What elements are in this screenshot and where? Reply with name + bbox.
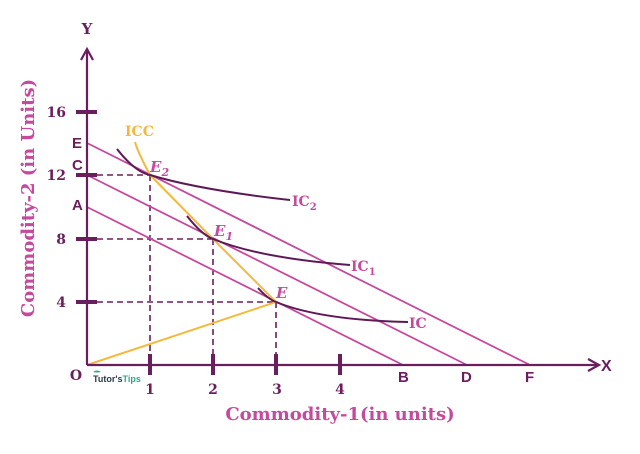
point-e-label: E [275, 284, 288, 302]
logo-leaf-icon [93, 370, 101, 373]
ic-label: IC [409, 316, 427, 332]
ic1-label: IC1 [351, 259, 376, 278]
y-axis-arrow [80, 46, 94, 61]
x-tick-label-2: 2 [208, 382, 218, 398]
origin-label: O [70, 368, 82, 384]
svg-text:Tutor'sTips: Tutor'sTips [93, 374, 141, 384]
ic1-base: IC [351, 259, 369, 275]
ic2-label: IC2 [292, 194, 317, 213]
budget-lines [86, 142, 531, 366]
tutors-tips-logo: Tutor'sTips [93, 370, 141, 384]
y-tick-label-8: 8 [56, 232, 66, 248]
ic-curve [257, 287, 409, 323]
dashed-guides [87, 174, 277, 365]
x-ticks [148, 354, 342, 375]
logo-part2: Tips [122, 374, 140, 384]
intercept-d: D [461, 369, 472, 386]
point-e1-sub: 1 [225, 230, 233, 243]
point-e1-base: E [213, 222, 226, 240]
ic1-curve [186, 215, 351, 266]
axes [80, 46, 602, 372]
y-ticks [76, 110, 97, 304]
x-tick-label-4: 4 [335, 382, 345, 398]
y-tick-label-12: 12 [47, 168, 66, 184]
budget-line-cd [86, 174, 468, 366]
ic1-sub: 1 [369, 267, 376, 278]
indifference-curves [116, 148, 409, 323]
logo-part1: Tutor's [93, 374, 122, 384]
point-e2-label: E2 [149, 158, 169, 179]
budget-line-ef [86, 142, 531, 366]
y-axis-title: Commodity-2 (in Units) [18, 79, 39, 317]
x-tick-label-3: 3 [272, 382, 282, 398]
icc-curve [86, 141, 278, 366]
intercept-a: A [72, 197, 83, 214]
intercept-c: C [72, 157, 83, 174]
budget-line-ab [86, 206, 404, 366]
icc-label: ICC [125, 124, 154, 140]
intercept-f: F [525, 369, 534, 386]
point-e2-sub: 2 [160, 166, 169, 179]
point-e2-base: E [149, 158, 162, 176]
y-tick-label-16: 16 [47, 105, 66, 121]
x-tick-label-1: 1 [145, 382, 155, 398]
x-axis-letter: X [601, 358, 612, 375]
y-axis-letter: Y [81, 20, 93, 38]
y-tick-label-4: 4 [56, 295, 66, 311]
ic2-sub: 2 [310, 202, 317, 213]
ic2-curve [116, 148, 291, 201]
intercept-e: E [72, 135, 82, 152]
point-e1-label: E1 [213, 222, 233, 243]
x-axis-title: Commodity-1(in units) [225, 404, 454, 425]
x-axis-arrow [587, 358, 602, 372]
ic2-base: IC [292, 194, 310, 210]
intercept-b: B [398, 369, 409, 386]
